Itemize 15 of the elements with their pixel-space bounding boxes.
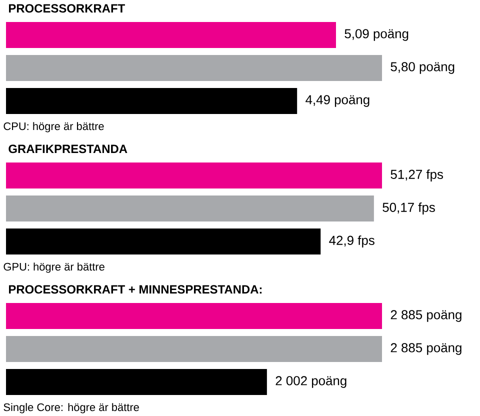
data-label: 42,9 fps bbox=[329, 235, 374, 248]
chart-title: PROCESSORKRAFT + MINNESPRESTANDA: bbox=[9, 285, 262, 294]
data-label: 51,27 fps bbox=[390, 169, 444, 182]
text: GPU: högre är bättre bbox=[4, 262, 104, 273]
data-label: 2 885 poäng bbox=[390, 310, 462, 322]
chart-title: GRAFIKPRESTANDA bbox=[8, 144, 128, 154]
data-label: 5,80 poäng bbox=[390, 62, 454, 74]
text: CPU: högre är bättre bbox=[4, 122, 104, 132]
chart-title: PROCESSORKRAFT bbox=[9, 4, 125, 13]
data-label: 2 002 poäng bbox=[276, 376, 346, 388]
data-label: 2 885 poäng bbox=[390, 343, 462, 355]
data-label: 4,49 poäng bbox=[306, 95, 370, 107]
data-label: 5,09 poäng bbox=[344, 29, 408, 41]
text: Single Core: högre är bättre bbox=[4, 403, 139, 414]
data-label: 50,17 fps bbox=[382, 202, 435, 215]
